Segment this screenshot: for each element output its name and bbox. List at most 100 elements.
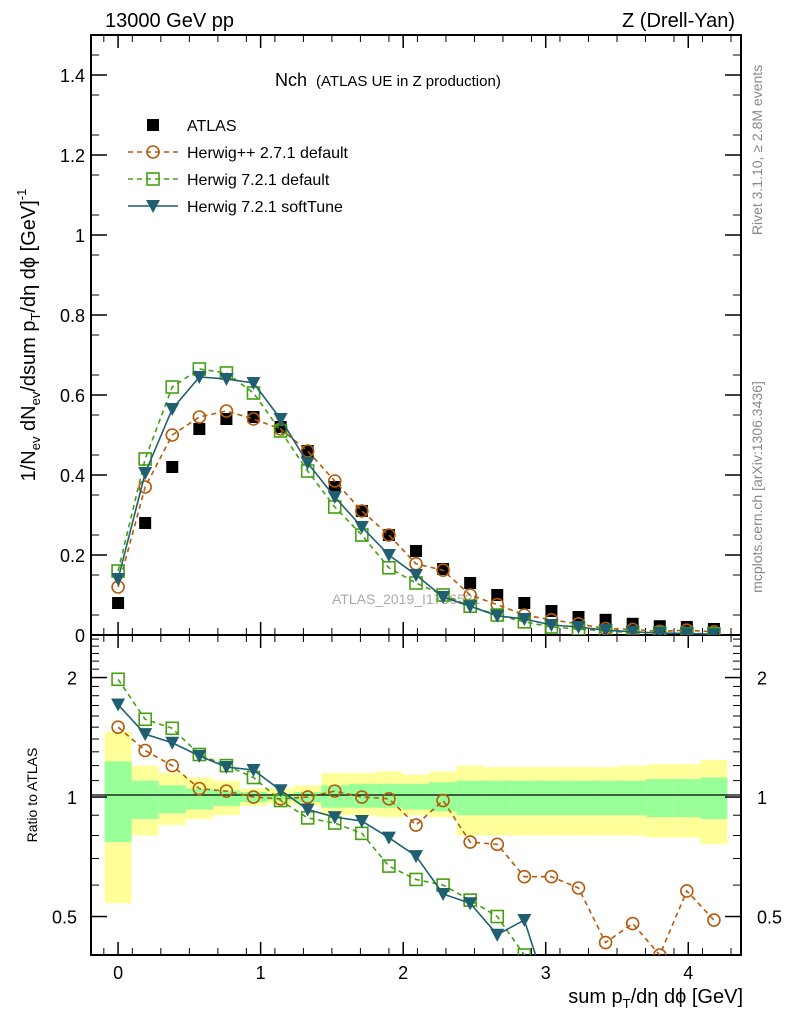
rivet-version-text: Rivet 3.1.10, ≥ 2.8M events	[749, 65, 765, 235]
ratio-point-h7soft	[544, 999, 558, 1012]
band-inner	[619, 780, 647, 816]
label-segment: /dη dϕ [GeV]	[18, 200, 40, 312]
x-tick-label: 2	[398, 963, 408, 983]
data-point-h7soft	[598, 624, 613, 635]
ratio-point-h7soft	[246, 763, 261, 777]
ratio-point-hpp	[625, 916, 640, 931]
x-axis-label: sum pT/dη dϕ [GeV]	[568, 986, 743, 1011]
legend-label-atlas: ATLAS	[187, 118, 237, 135]
data-point-atlas	[518, 597, 531, 609]
axes: 0 1 2 3 4 0 0.2 0.4 0.6 0.8 1 1.2 1.4 0.5 0.5 1 1 2 2	[52, 35, 782, 983]
ratio-point-h7soft	[354, 815, 369, 829]
data-point-h7def	[165, 380, 180, 394]
label-segment: T	[623, 996, 631, 1011]
label-segment: /dη dϕ [GeV]	[631, 986, 743, 1008]
label-segment: dN	[18, 405, 40, 436]
ratio-point-h7soft	[273, 784, 288, 798]
data-point-h7soft	[246, 377, 261, 390]
band-inner	[537, 780, 565, 816]
ratio-line-h7soft	[117, 704, 537, 955]
legend-label-h7soft: Herwig 7.2.1 softTune	[187, 199, 343, 216]
legend-label-hpp: Herwig++ 2.7.1 default	[187, 145, 349, 162]
band-inner	[158, 785, 186, 814]
legend-marker-atlas	[147, 119, 159, 131]
y-tick-label: 1.4	[60, 66, 85, 86]
y-axis-label: 1/Nev dNev/dsum pT/dη dϕ [GeV]-1	[14, 189, 43, 482]
y-tick-label: 0	[75, 626, 85, 646]
ratio-series	[111, 672, 721, 1012]
y-tick-label: 0.4	[60, 466, 85, 486]
ratio-point-h7soft	[463, 897, 478, 911]
data-point-h7soft	[381, 549, 396, 562]
ratio-point-hpp	[138, 743, 152, 758]
ratio-point-hpp	[707, 913, 721, 927]
band-inner	[564, 780, 593, 816]
data-point-hpp	[246, 412, 261, 426]
label-segment: /dsum p	[18, 321, 40, 392]
ratio-y-axis-label: Ratio to ATLAS	[24, 748, 40, 843]
ratio-point-hpp	[219, 784, 234, 798]
data-point-hpp	[327, 474, 342, 488]
ratio-point-hpp	[409, 818, 423, 832]
ratio-point-hpp	[598, 935, 613, 950]
y-tick-label: 1	[75, 226, 85, 246]
ratio-line-h7def	[117, 678, 525, 955]
ratio-point-hpp	[111, 720, 125, 734]
label-segment: 1/N	[18, 450, 40, 481]
data-point-hpp	[355, 504, 369, 518]
label-segment: -1	[14, 189, 29, 201]
data-point-h7soft	[300, 457, 315, 470]
uncertainty-bands	[104, 731, 728, 904]
label-segment: T	[28, 313, 43, 321]
ratio-point-h7soft	[192, 749, 207, 763]
x-tick-label: 4	[683, 963, 693, 983]
data-point-atlas	[112, 597, 125, 609]
plot-title-sub: (ATLAS UE in Z production)	[316, 73, 501, 90]
y-tick-label: 0.6	[60, 386, 85, 406]
data-point-h7soft	[273, 413, 288, 426]
ratio-point-h7soft	[490, 928, 505, 942]
data-point-h7soft	[436, 591, 451, 604]
ratio-point-hpp	[327, 784, 342, 798]
ratio-point-h7def	[490, 909, 505, 924]
data-point-h7soft	[544, 619, 559, 632]
ratio-tick-label-right: 1	[757, 788, 767, 808]
ratio-tick-label: 1	[67, 788, 77, 808]
header-right: Z (Drell-Yan)	[622, 10, 735, 32]
data-point-atlas	[464, 577, 477, 589]
data-point-h7soft	[706, 628, 721, 635]
ratio-point-h7def	[409, 872, 423, 887]
data-point-h7soft	[517, 613, 532, 626]
label-segment: ev	[28, 436, 43, 450]
data-point-h7soft	[679, 627, 694, 635]
ratio-point-h7soft	[111, 698, 126, 712]
legend-marker-h7def	[146, 172, 160, 186]
label-segment: sum p	[568, 986, 622, 1008]
ratio-point-h7soft	[409, 850, 423, 864]
data-point-h7soft	[409, 569, 423, 582]
ratio-point-hpp	[490, 837, 505, 852]
band-inner	[510, 780, 538, 816]
data-point-hpp	[463, 588, 477, 602]
ratio-point-h7def	[517, 948, 532, 955]
ratio-point-hpp	[544, 869, 559, 884]
label-segment: ev	[28, 391, 43, 405]
band-inner	[104, 761, 132, 843]
data-point-h7soft	[138, 467, 153, 480]
ratio-point-hpp	[571, 881, 586, 895]
band-inner	[646, 779, 674, 818]
ratio-point-h7soft	[219, 761, 234, 775]
data-point-h7soft	[219, 373, 234, 386]
ratio-frame	[90, 634, 742, 956]
data-point-hpp	[192, 410, 207, 424]
band-inner	[700, 777, 728, 820]
data-point-h7soft	[490, 609, 505, 623]
ratio-point-hpp	[517, 869, 532, 884]
ratio-tick-label: 0.5	[52, 908, 77, 928]
header-left: 13000 GeV pp	[105, 10, 234, 32]
ratio-point-h7soft	[138, 728, 153, 742]
ratio-point-h7soft	[300, 803, 315, 817]
data-point-atlas	[410, 545, 422, 557]
data-point-hpp	[382, 528, 396, 542]
